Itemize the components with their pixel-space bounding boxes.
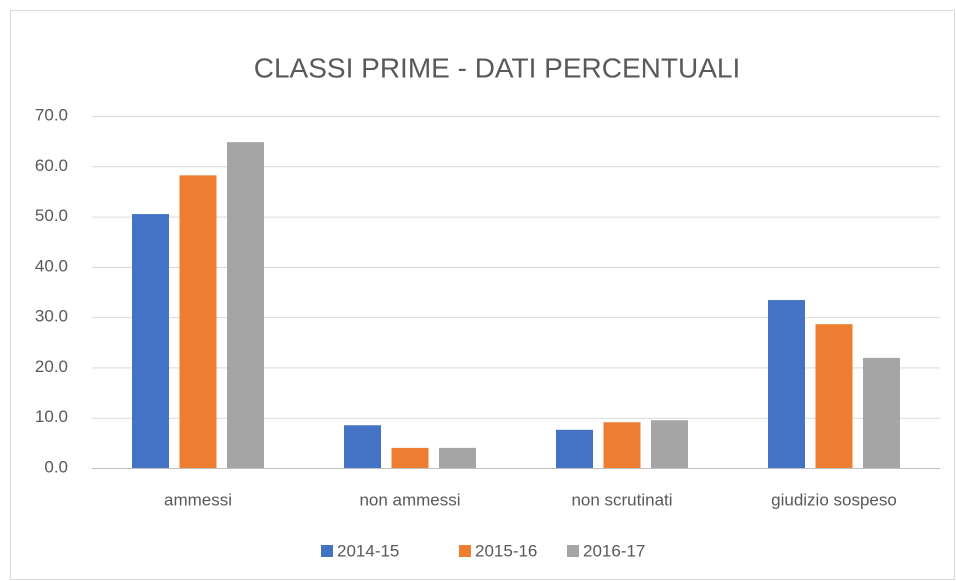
bar [815, 324, 853, 468]
y-tick-label: 70.0 [35, 105, 68, 124]
x-tick-label: non scrutinati [571, 490, 672, 509]
bar [768, 300, 805, 468]
x-tick-label: giudizio sospeso [771, 490, 897, 509]
y-tick-label: 10.0 [35, 407, 68, 426]
bar [344, 425, 381, 468]
chart-title: CLASSI PRIME - DATI PERCENTUALI [254, 52, 740, 83]
bar [651, 420, 688, 468]
bar [863, 357, 900, 468]
bar [556, 429, 593, 468]
bar [603, 422, 641, 468]
bar [227, 142, 264, 469]
legend-swatch [459, 545, 471, 557]
legend-swatch [321, 545, 333, 557]
y-tick-label: 40.0 [35, 256, 68, 275]
x-tick-label: ammessi [164, 490, 232, 509]
legend-label: 2015-16 [475, 541, 537, 560]
bar [132, 214, 169, 468]
y-tick-label: 0.0 [44, 457, 68, 476]
x-tick-label: non ammessi [359, 490, 460, 509]
y-tick-label: 20.0 [35, 357, 68, 376]
y-tick-label: 50.0 [35, 206, 68, 225]
y-tick-label: 30.0 [35, 307, 68, 326]
legend-swatch [567, 545, 579, 557]
bar [179, 175, 217, 468]
y-tick-label: 60.0 [35, 156, 68, 175]
legend-label: 2014-15 [337, 541, 399, 560]
bar [391, 447, 429, 468]
legend-label: 2016-17 [583, 541, 645, 560]
bar [439, 447, 476, 468]
